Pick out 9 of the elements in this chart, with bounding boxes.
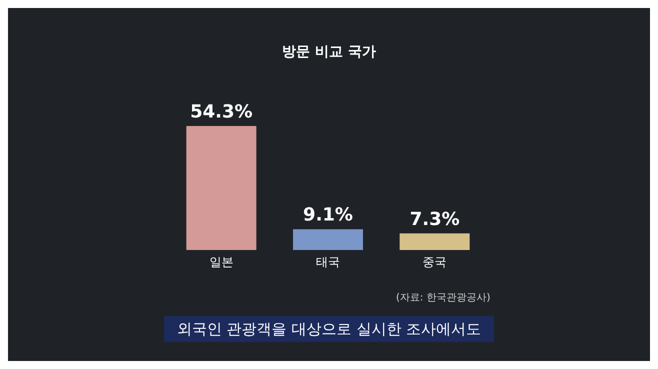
data-label: 7.3% [410,208,460,230]
x-tick-label: 중국 [422,255,447,269]
text: (자료: 한국관광공사) [396,292,490,304]
text: 외국인 관광객을 대상으로 실시한 조사에서도 [176,320,482,338]
x-tick-label: 태국 [316,255,340,269]
data-label: 9.1% [303,204,353,226]
chart-title: 방문 비교 국가 [282,44,376,60]
x-tick-label: 일본 [209,255,234,269]
data-label: 54.3% [190,102,253,122]
